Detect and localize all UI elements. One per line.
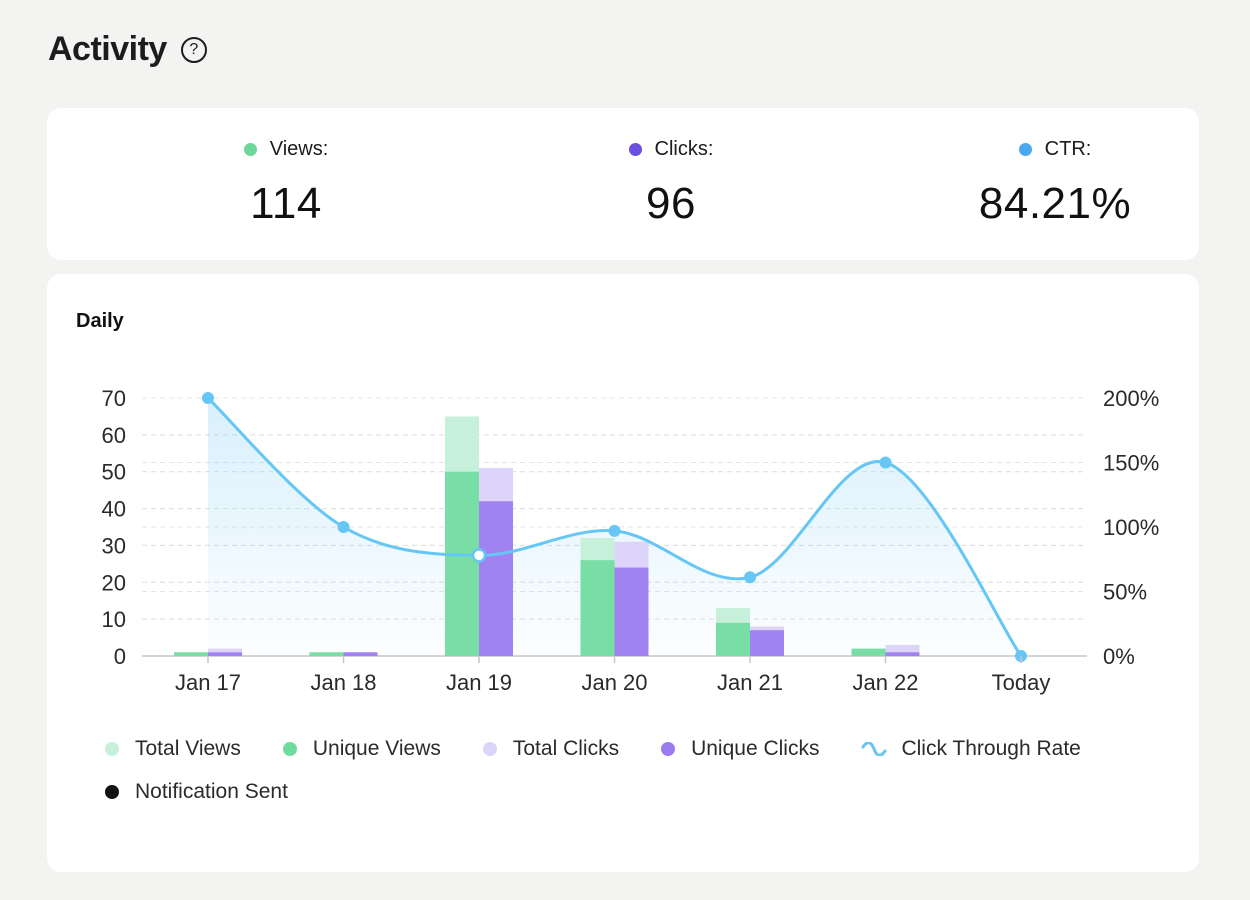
ctr-point [337, 521, 350, 533]
legend-label: Unique Views [312, 736, 441, 760]
ctr-point [471, 548, 487, 563]
chart-legend: Total Views Unique Views Total Clicks Un… [105, 736, 1185, 804]
chart-title: Daily [76, 310, 124, 332]
ctr-point [744, 571, 756, 584]
x-tick-label: Jan 21 [717, 670, 783, 695]
legend-item-total-views[interactable]: Total Views [105, 736, 241, 761]
legend-item-ctr[interactable]: Click Through Rate [861, 736, 1081, 761]
y-left-tick-label: 70 [102, 386, 126, 411]
legend-label: Unique Clicks [691, 736, 820, 760]
bar-unique-clicks [614, 567, 649, 656]
bar-unique-views [580, 560, 615, 656]
stat-value: 114 [250, 179, 322, 228]
y-right-tick-label: 50% [1103, 580, 1147, 605]
stat-label: Clicks: [654, 138, 714, 160]
page-title: Activity [48, 30, 167, 68]
bar-unique-views [445, 471, 479, 656]
y-right-tick-label: 200% [1103, 386, 1159, 411]
bar-unique-clicks [750, 630, 784, 656]
stat-value: 84.21% [978, 179, 1132, 228]
y-left-tick-label: 50 [102, 460, 126, 485]
legend-label: Click Through Rate [901, 736, 1081, 760]
daily-chart: Jan 17 Jan 18 Jan 19 Jan 20 Jan 21 Jan 22 Toda… [102, 386, 1160, 695]
views-dot-icon [243, 143, 257, 156]
bars [174, 416, 920, 656]
y-left-tick-label: 30 [102, 533, 126, 558]
stat-clicks: Clicks: 96 [521, 138, 821, 229]
bar-total-clicks [208, 648, 242, 656]
y-left-tick-label: 60 [102, 423, 126, 448]
stat-ctr: CTR: 84.21% [905, 138, 1205, 229]
ctr-point [608, 524, 621, 537]
bar-unique-views [309, 652, 344, 656]
stat-label: CTR: [1044, 138, 1092, 160]
help-icon[interactable]: ? [180, 36, 207, 63]
summary-card: Views: 114 Clicks: 96 CTR: 84.21% [47, 108, 1199, 260]
bar-unique-views [716, 622, 750, 656]
legend-label: Total Clicks [512, 736, 620, 760]
bar-unique-views [851, 648, 886, 656]
chart-card: Daily Jan 17 Jan 18 Jan 19 Jan 20 Jan 21 Jan … [47, 274, 1199, 872]
stat-views: Views: 114 [136, 138, 436, 229]
legend-item-unique-views[interactable]: Unique Views [282, 736, 441, 761]
stat-value: 96 [646, 179, 696, 228]
bar-unique-clicks [885, 652, 920, 656]
x-tick-label: Jan 18 [310, 670, 376, 695]
ctr-dot-icon [1018, 143, 1032, 156]
y-right-tick-label: 100% [1103, 515, 1159, 540]
x-tick-label: Jan 17 [175, 670, 241, 695]
ctr-area [208, 398, 1021, 656]
legend-item-total-clicks[interactable]: Total Clicks [482, 736, 620, 761]
clicks-dot-icon [628, 143, 642, 156]
legend-item-notification-sent[interactable]: Notification Sent [105, 779, 288, 804]
ctr-point [879, 456, 892, 469]
page-header: Activity ? [48, 30, 207, 69]
legend-dot-icon [482, 741, 497, 756]
y-left-tick-label: 10 [102, 607, 126, 632]
x-tick-label: Jan 20 [581, 670, 647, 695]
legend-label: Total Views [135, 736, 241, 760]
y-left-tick-label: 20 [102, 570, 126, 595]
x-tick-label: Jan 19 [446, 670, 512, 695]
y-right-tick-label: 0% [1103, 644, 1135, 669]
legend-dot-icon [105, 741, 119, 756]
legend-dot-icon [282, 741, 297, 756]
legend-dot-icon [661, 741, 676, 756]
y-left-tick-label: 0 [114, 644, 126, 669]
y-left-tick-label: 40 [102, 497, 126, 522]
legend-item-unique-clicks[interactable]: Unique Clicks [661, 736, 819, 761]
stat-label: Views: [269, 138, 329, 160]
bar-unique-clicks [479, 501, 513, 656]
x-tick-label: Jan 22 [852, 670, 918, 695]
wave-icon [861, 741, 887, 756]
y-right-tick-label: 150% [1103, 451, 1159, 476]
bar-unique-views [174, 652, 208, 656]
legend-label: Notification Sent [135, 779, 288, 803]
legend-dot-icon [105, 784, 119, 799]
bar-total-clicks [885, 644, 920, 656]
ctr-point [202, 392, 214, 404]
bar-unique-clicks [208, 652, 242, 656]
bar-unique-clicks [343, 652, 378, 656]
x-tick-label: Today [992, 670, 1051, 695]
